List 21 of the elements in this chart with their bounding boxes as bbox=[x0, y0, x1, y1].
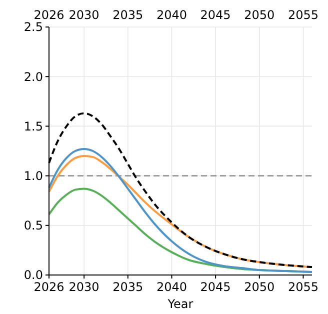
x-tick-label: 2026 bbox=[34, 280, 64, 294]
x-tick-label: 2030 bbox=[68, 280, 100, 294]
y-tick-label: 1.0 bbox=[24, 169, 43, 183]
x-tick-label: 2040 bbox=[156, 280, 188, 294]
x2-tick-label: 2030 bbox=[68, 8, 100, 22]
y-tick-label: 2.5 bbox=[24, 20, 43, 34]
x2-tick-label: 2040 bbox=[156, 8, 188, 22]
y-tick-label: 0.5 bbox=[24, 218, 43, 233]
x-tick-label: 2045 bbox=[200, 280, 231, 294]
x-axis-title: Year bbox=[166, 297, 194, 311]
x-tick-label: 2050 bbox=[244, 280, 275, 294]
y-tick-label: 1.5 bbox=[24, 119, 43, 134]
x-tick-label: 2055 bbox=[288, 280, 319, 294]
x2-tick-label: 2035 bbox=[112, 8, 144, 22]
x2-tick-label: 2050 bbox=[244, 8, 275, 22]
y-tick-label: 2.0 bbox=[24, 70, 43, 84]
x2-tick-label: 2055 bbox=[288, 8, 319, 22]
x-tick-label: 2035 bbox=[112, 280, 144, 294]
x2-tick-label: 2045 bbox=[200, 8, 231, 22]
y-tick-label: 0.0 bbox=[24, 268, 43, 282]
x2-tick-label: 2026 bbox=[34, 8, 64, 22]
